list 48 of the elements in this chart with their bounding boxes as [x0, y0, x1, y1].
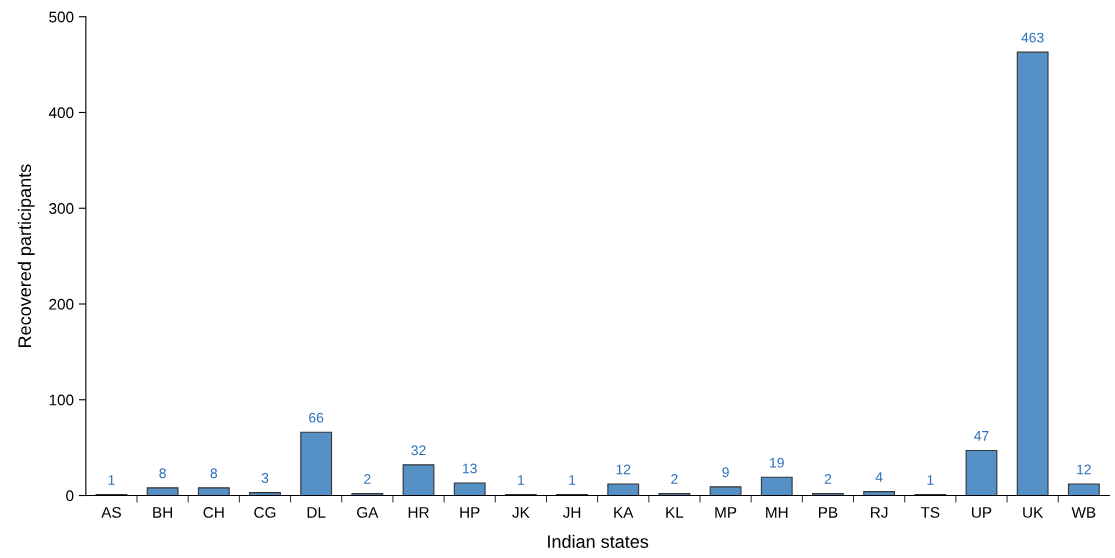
- data-label: 1: [927, 475, 934, 485]
- data-label: 1: [569, 475, 576, 485]
- x-tick-label: GA: [357, 507, 379, 518]
- x-tick-label: CH: [203, 507, 224, 518]
- x-tick-label: KL: [666, 507, 684, 518]
- x-tick-label: JH: [562, 507, 581, 518]
- data-label: 1: [108, 475, 115, 485]
- x-tick-label: UP: [972, 507, 992, 518]
- x-tick-label: MH: [766, 507, 788, 518]
- data-label: 32: [411, 445, 426, 456]
- data-label: 47: [974, 431, 989, 441]
- data-label: 8: [210, 468, 218, 479]
- data-label: 2: [364, 474, 371, 484]
- y-tick-label: 0: [66, 490, 74, 502]
- data-label: 9: [722, 467, 729, 478]
- x-tick-label: MP: [715, 507, 737, 518]
- data-label: 4: [875, 472, 883, 482]
- data-label: 19: [770, 457, 784, 468]
- data-label: 66: [309, 412, 324, 423]
- data-label: 12: [1077, 464, 1091, 475]
- y-tick-label: 200: [49, 298, 74, 310]
- y-axis-title: Recovered participants: [17, 164, 35, 347]
- x-tick-label: CG: [254, 507, 276, 518]
- x-tick-label: WB: [1071, 507, 1096, 518]
- data-label: 13: [463, 463, 477, 474]
- x-tick-label: PB: [819, 507, 838, 518]
- x-tick-label: JK: [512, 507, 530, 518]
- x-tick-label: AS: [101, 507, 121, 518]
- data-label: 2: [824, 474, 832, 484]
- x-axis-title: Indian states: [548, 534, 649, 549]
- x-tick-label: HR: [408, 507, 429, 518]
- x-tick-label: TS: [920, 507, 940, 518]
- x-tick-label: UK: [1023, 507, 1044, 518]
- y-tick-label: 400: [48, 107, 74, 119]
- x-tick-label: RJ: [871, 507, 888, 518]
- x-tick-label: KA: [614, 507, 634, 518]
- x-tick-label: DL: [307, 507, 326, 518]
- data-label: 3: [261, 473, 269, 483]
- y-tick-label: 500: [49, 11, 74, 23]
- x-tick-label: BH: [153, 507, 172, 518]
- data-label: 463: [1021, 32, 1044, 43]
- y-tick-label: 300: [49, 203, 74, 214]
- x-tick-label: HP: [460, 507, 480, 518]
- data-label: 2: [671, 474, 678, 484]
- data-label: 12: [616, 464, 631, 475]
- data-label: 1: [518, 475, 525, 485]
- data-label: 8: [159, 468, 166, 479]
- y-tick-label: 100: [49, 394, 74, 406]
